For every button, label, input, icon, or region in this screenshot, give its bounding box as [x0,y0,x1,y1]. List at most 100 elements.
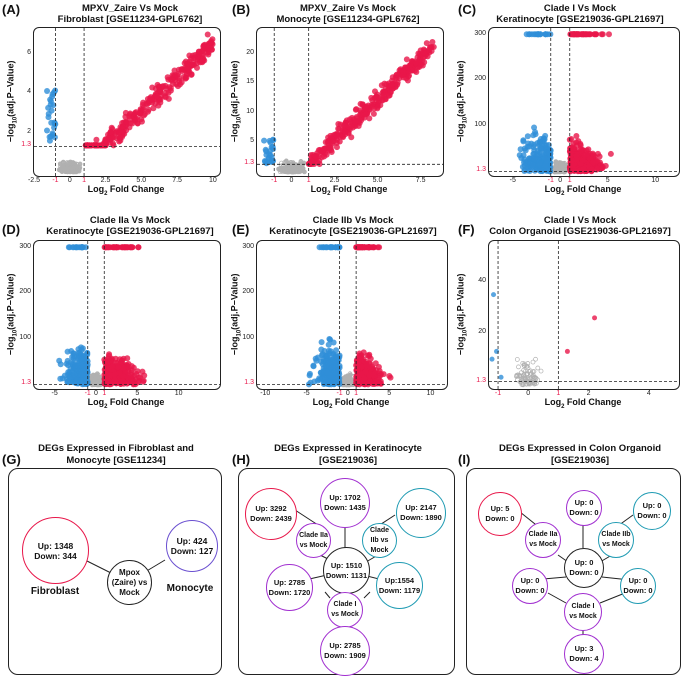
ns-point [553,160,558,165]
down-point [263,158,270,165]
down-point [520,138,527,145]
plot-title: Clade IIa Vs Mock Keratinocyte [GSE219036… [46,215,214,237]
up-point [567,151,574,158]
down-point [544,31,551,38]
ns-point [68,160,73,166]
node-bottom: Up: 3 Down: 4 [564,634,604,674]
up-point [417,47,424,54]
up-point [359,101,366,108]
up-point [362,111,369,118]
up-point [348,123,355,130]
ns-point [558,164,563,170]
down-point [530,150,537,157]
down-point [51,119,58,126]
up-point [87,142,94,149]
up-point [140,99,147,106]
up-point [199,58,206,65]
down-point [59,375,66,382]
down-point [65,244,72,251]
ns-point [288,165,294,171]
down-point [531,124,538,131]
up-point [429,38,436,45]
panel-label: (C) [458,2,477,17]
up-point [569,31,576,38]
down-point [43,127,50,134]
up-point [141,372,148,379]
up-point [106,351,113,358]
ns-point [282,165,287,171]
down-point [78,347,85,354]
ns-point [295,166,301,172]
up-point [148,96,155,103]
up-point [583,147,590,154]
down-point [56,357,63,364]
up-point [307,152,314,159]
up-point [180,73,187,80]
up-point [135,244,142,251]
up-point [120,364,127,371]
plot-title: MPXV_Zaire Vs Mock Fibroblast [GSE11234-G… [57,3,203,25]
up-point [135,379,142,386]
up-point [122,109,129,116]
down-point [65,369,72,376]
up-point [154,93,161,100]
up-point [130,364,137,371]
ns-point [277,166,283,172]
up-point [605,31,612,38]
up-point [386,92,393,99]
up-point [569,157,576,164]
down-point [82,367,89,374]
up-point [109,363,116,370]
up-point [201,44,208,51]
down-point [536,160,543,167]
down-point [44,87,51,94]
down-point [526,167,533,174]
up-point [149,84,156,91]
up-point [192,52,199,59]
plot-frame [256,240,448,390]
up-point [154,81,161,88]
up-point [591,31,598,38]
up-point [419,62,426,69]
down-point [45,114,52,121]
down-point [516,152,523,159]
up-point [155,102,162,109]
node-topright: Up: 0 Down: 0 [633,492,671,530]
up-point [594,165,601,172]
up-point [381,80,388,87]
up-point [157,87,164,94]
up-point [330,138,337,145]
volcano-plot-B [257,28,443,176]
down-point [531,156,538,163]
down-point [72,362,79,369]
down-point [541,155,548,162]
ns-point [286,169,291,175]
ns-point [71,165,76,170]
up-point [136,110,143,117]
panel-label: (D) [2,222,21,237]
up-point [107,129,114,136]
up-point [577,142,584,149]
down-point [517,146,524,153]
ns-point [294,165,300,171]
down-point [529,161,536,168]
up-point [380,92,387,99]
volcano-plot-C [489,28,679,176]
up-point [160,83,167,90]
down-point [521,156,528,163]
up-point [208,40,215,47]
up-point [103,244,110,251]
up-point [117,134,124,141]
up-point [162,94,169,101]
down-point [72,378,79,385]
up-point [353,106,360,113]
up-point [93,136,100,143]
up-point [388,81,395,88]
x-axis-label: Log2 Fold Change [310,184,388,197]
up-point [403,56,410,63]
up-point [405,73,412,80]
up-point [307,161,314,168]
ns-point [60,159,66,165]
down-point [64,357,71,364]
clade-iia-node: Clade IIa vs Mock [525,522,561,558]
